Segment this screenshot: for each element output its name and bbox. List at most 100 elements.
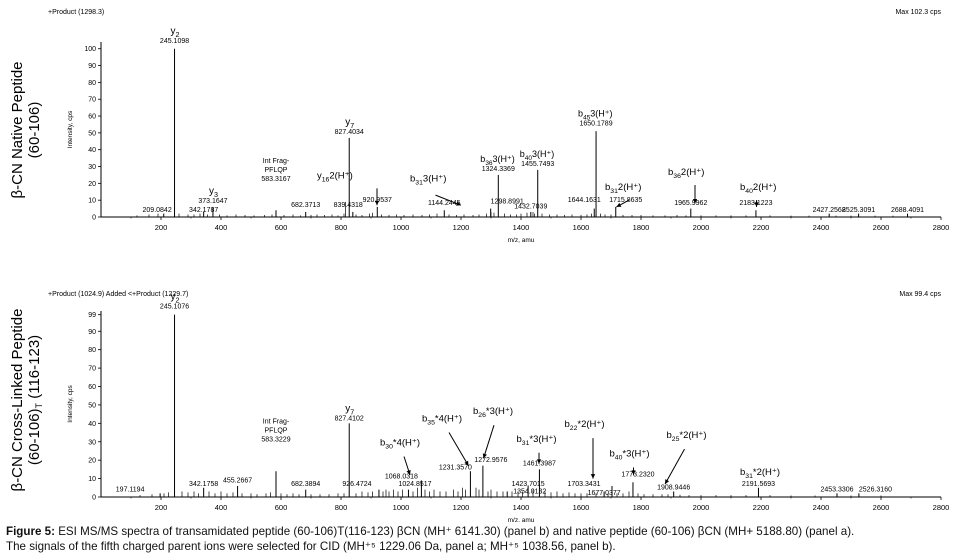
y-tick-label: 50 [88, 130, 96, 137]
x-tick-label: 400 [215, 223, 228, 232]
ion-mass-label: 373.1647 [198, 198, 227, 205]
peak-mass-label: 1231.3570 [439, 464, 472, 471]
ion-label: y3 [209, 186, 218, 199]
x-tick-label: 1200 [453, 223, 470, 232]
x-tick-label: 1200 [453, 503, 470, 512]
callout-arrowhead [374, 200, 380, 206]
panel-label-line2: (60-106) [26, 102, 43, 159]
peak-mass-label: 1272.9576 [474, 457, 507, 464]
panel-label: β-CN Native Peptide (60-106) [9, 61, 43, 198]
peak-mass-label: 1144.2445 [428, 200, 461, 207]
x-tick-label: 800 [335, 223, 348, 232]
peak-mass-label: 1908.9446 [657, 485, 690, 492]
x-tick-label: 2600 [873, 503, 890, 512]
x-tick-label: 2800 [933, 223, 950, 232]
peak-mass-label: 1068.0318 [385, 474, 418, 481]
callout-label: b31*2(H⁺) [740, 467, 780, 480]
y-tick-label: 90 [88, 63, 96, 70]
callout-label: b22*2(H⁺) [565, 419, 605, 432]
y-tick-label: 60 [88, 384, 96, 391]
y-axis-label: Intensity, cps [67, 385, 74, 423]
peak-mass-label: 2688.4091 [891, 207, 924, 214]
x-tick-label: 2800 [933, 503, 950, 512]
x-tick-label: 2400 [813, 223, 830, 232]
y-tick-label: 60 [88, 114, 96, 121]
peak-mass-label: 682.3713 [291, 202, 320, 209]
peak-mass-label: 197.1194 [116, 486, 145, 493]
y-tick-label: 30 [88, 164, 96, 171]
peak-mass-label: 1432.7039 [514, 204, 547, 211]
callout-arrowhead [406, 469, 411, 475]
panel-header-left: +Product (1024.9) Added <+Product (1229.… [48, 291, 188, 298]
x-axis-label: m/z, amu [508, 237, 535, 244]
callout-label: y162(H⁺) [317, 170, 353, 183]
peak-mass-label: 2191.5693 [742, 481, 775, 488]
panel-label-line1: β-CN Native Peptide [9, 61, 26, 198]
callout-arrowhead [754, 202, 759, 207]
peak-mass-label: 209.0842 [143, 207, 172, 214]
callout-arrowhead [590, 474, 596, 479]
y-tick-label: 10 [88, 198, 96, 205]
peak-mass-label: 342.1758 [189, 481, 218, 488]
peak-mass-label: 682.3894 [291, 481, 320, 488]
y-tick-label: 40 [88, 421, 96, 428]
figure-caption: Figure 5: ESI MS/MS spectra of transamid… [6, 524, 956, 554]
callout-label: b26*3(H⁺) [473, 406, 513, 419]
y-tick-label: 80 [88, 80, 96, 87]
x-tick-label: 2200 [753, 223, 770, 232]
fragment-label: PFLQP [265, 427, 288, 434]
y-tick-label: 20 [88, 181, 96, 188]
y-tick-label: 40 [88, 147, 96, 154]
panel-label-line2: (60-106)T (116-123) [26, 335, 44, 465]
x-tick-label: 1400 [513, 503, 530, 512]
ion-mass-label: 827.4034 [335, 129, 364, 136]
panel-header-right: Max 99.4 cps [899, 291, 941, 298]
callout-arrowhead [482, 453, 487, 459]
ion-mass-label: 245.1098 [160, 38, 189, 45]
caption-line2: The signals of the fifth charged parent … [6, 540, 616, 553]
peak-mass-label: 1677.0377 [588, 490, 621, 497]
spectrum-panel-b: +Product (1024.9) Added <+Product (1229.… [9, 291, 949, 522]
panel-label-line1: β-CN Cross-Linked Peptide [9, 309, 26, 492]
peak-mass-label: 2427.2568 [813, 207, 846, 214]
y-tick-label: 10 [88, 476, 96, 483]
callout-label: b31*3(H⁺) [517, 434, 557, 447]
callout-arrow [483, 425, 495, 459]
callout-label: b312(H⁺) [605, 182, 641, 195]
x-tick-label: 2000 [693, 223, 710, 232]
panel-label: β-CN Cross-Linked Peptide (60-106)T (116-… [9, 309, 44, 492]
x-tick-label: 1400 [513, 223, 530, 232]
callout-arrowhead [616, 202, 622, 207]
y-tick-label: 99 [88, 312, 96, 319]
y-axis-label: Intensity, cps [67, 110, 74, 148]
x-tick-label: 600 [275, 223, 288, 232]
x-tick-label: 2600 [873, 223, 890, 232]
fragment-label: 583.3167 [261, 176, 290, 183]
ion-label: y7 [345, 117, 354, 130]
ion-label: b403(H⁺) [520, 149, 554, 162]
callout-label: b40*3(H⁺) [610, 448, 650, 461]
fragment-label: Int Frag- [263, 418, 290, 425]
callout-label: b402(H⁺) [740, 182, 776, 195]
y-tick-label: 20 [88, 458, 96, 465]
peak-mass-label: 839.4318 [334, 202, 363, 209]
x-tick-label: 2000 [693, 503, 710, 512]
x-tick-label: 2200 [753, 503, 770, 512]
peak-mass-label: 2526.3160 [859, 486, 892, 493]
spectrum-panel-a: +Product (1298.3) Max 102.3 cps 0 10 20 30 40 5… [9, 9, 949, 244]
y-tick-label: 70 [88, 366, 96, 373]
callout-arrowhead [692, 199, 698, 204]
peak-mass-label: 1024.8517 [398, 481, 431, 488]
peak-mass-label: 1298.8991 [491, 199, 524, 206]
callout-label: b30*4(H⁺) [380, 437, 420, 450]
x-tick-label: 200 [155, 503, 168, 512]
peak-mass-label: 2525.3091 [842, 207, 875, 214]
callout-arrowhead [464, 460, 469, 466]
callout-label: b35*4(H⁺) [422, 413, 462, 426]
peak-mass-label: 1354.0132 [513, 488, 546, 495]
y-tick-label: 90 [88, 329, 96, 336]
peak-mass-label: 1461.3987 [523, 461, 556, 468]
callout-arrowhead [665, 479, 670, 485]
peak-mass-label: 1715.8635 [609, 197, 642, 204]
peak-mass-label: 926.4724 [342, 481, 371, 488]
